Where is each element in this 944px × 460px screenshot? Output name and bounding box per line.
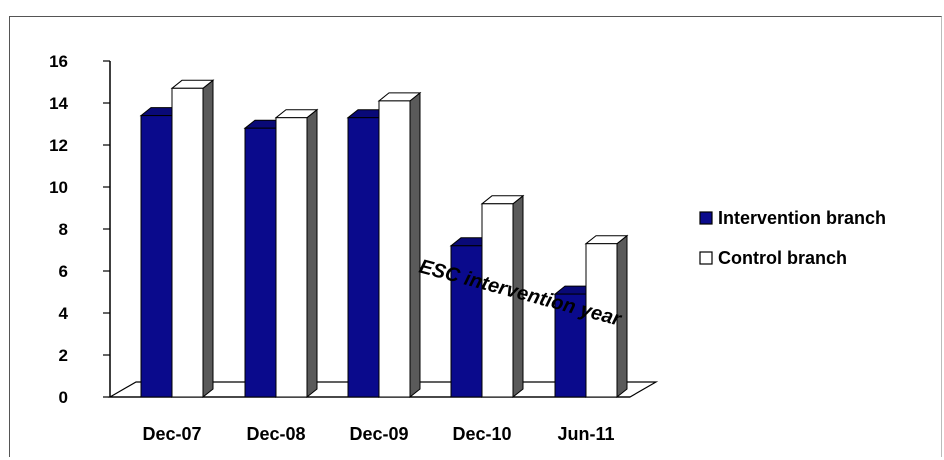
bar-control-branch-dec-10 [480,194,525,399]
x-tick-label: Dec-09 [349,424,408,444]
y-tick-label: 6 [59,262,68,281]
bar-front [481,203,514,398]
y-tick-label: 10 [49,178,68,197]
y-tick-label: 2 [59,346,68,365]
x-axis-labels: Dec-07 Dec-08 Dec-09 Dec-10 Jun-11 [142,424,614,444]
bar-front [554,293,587,398]
legend-label: Control branch [718,248,847,268]
bar-front [450,245,483,398]
bar-control-branch-dec-07 [170,79,215,399]
legend: Intervention branch Control branch [699,208,886,268]
bar-control-branch-dec-09 [377,91,422,399]
x-tick-label: Jun-11 [557,424,614,444]
bar-control-branch-jun-11 [584,234,629,399]
y-tick-label: 8 [59,220,68,239]
bar-front [378,100,411,398]
bar-control-branch-dec-08 [274,108,319,399]
bar-front [585,243,618,398]
y-tick-label: 12 [49,136,68,155]
bar-side [306,108,318,399]
bar-front [347,117,380,398]
y-tick-label: 4 [59,304,69,323]
bar-front [140,115,173,398]
x-tick-label: Dec-10 [452,424,511,444]
legend-item-intervention-branch: Intervention branch [699,208,886,228]
y-tick-label: 14 [49,94,68,113]
bar-side [202,79,214,399]
bar-side [409,91,421,399]
bars [139,79,629,399]
bar-front [275,117,308,398]
y-axis: 0 2 4 6 8 10 12 14 16 [49,52,111,407]
bar-front [171,87,204,398]
legend-label: Intervention branch [718,208,886,228]
bar-front [244,127,277,398]
y-tick-label: 0 [59,388,68,407]
x-tick-label: Dec-08 [246,424,305,444]
y-tick-label: 16 [49,52,68,71]
legend-swatch [699,251,713,265]
chart-frame [9,16,942,457]
legend-item-control-branch: Control branch [699,248,847,268]
legend-swatch [699,211,713,225]
x-tick-label: Dec-07 [142,424,201,444]
